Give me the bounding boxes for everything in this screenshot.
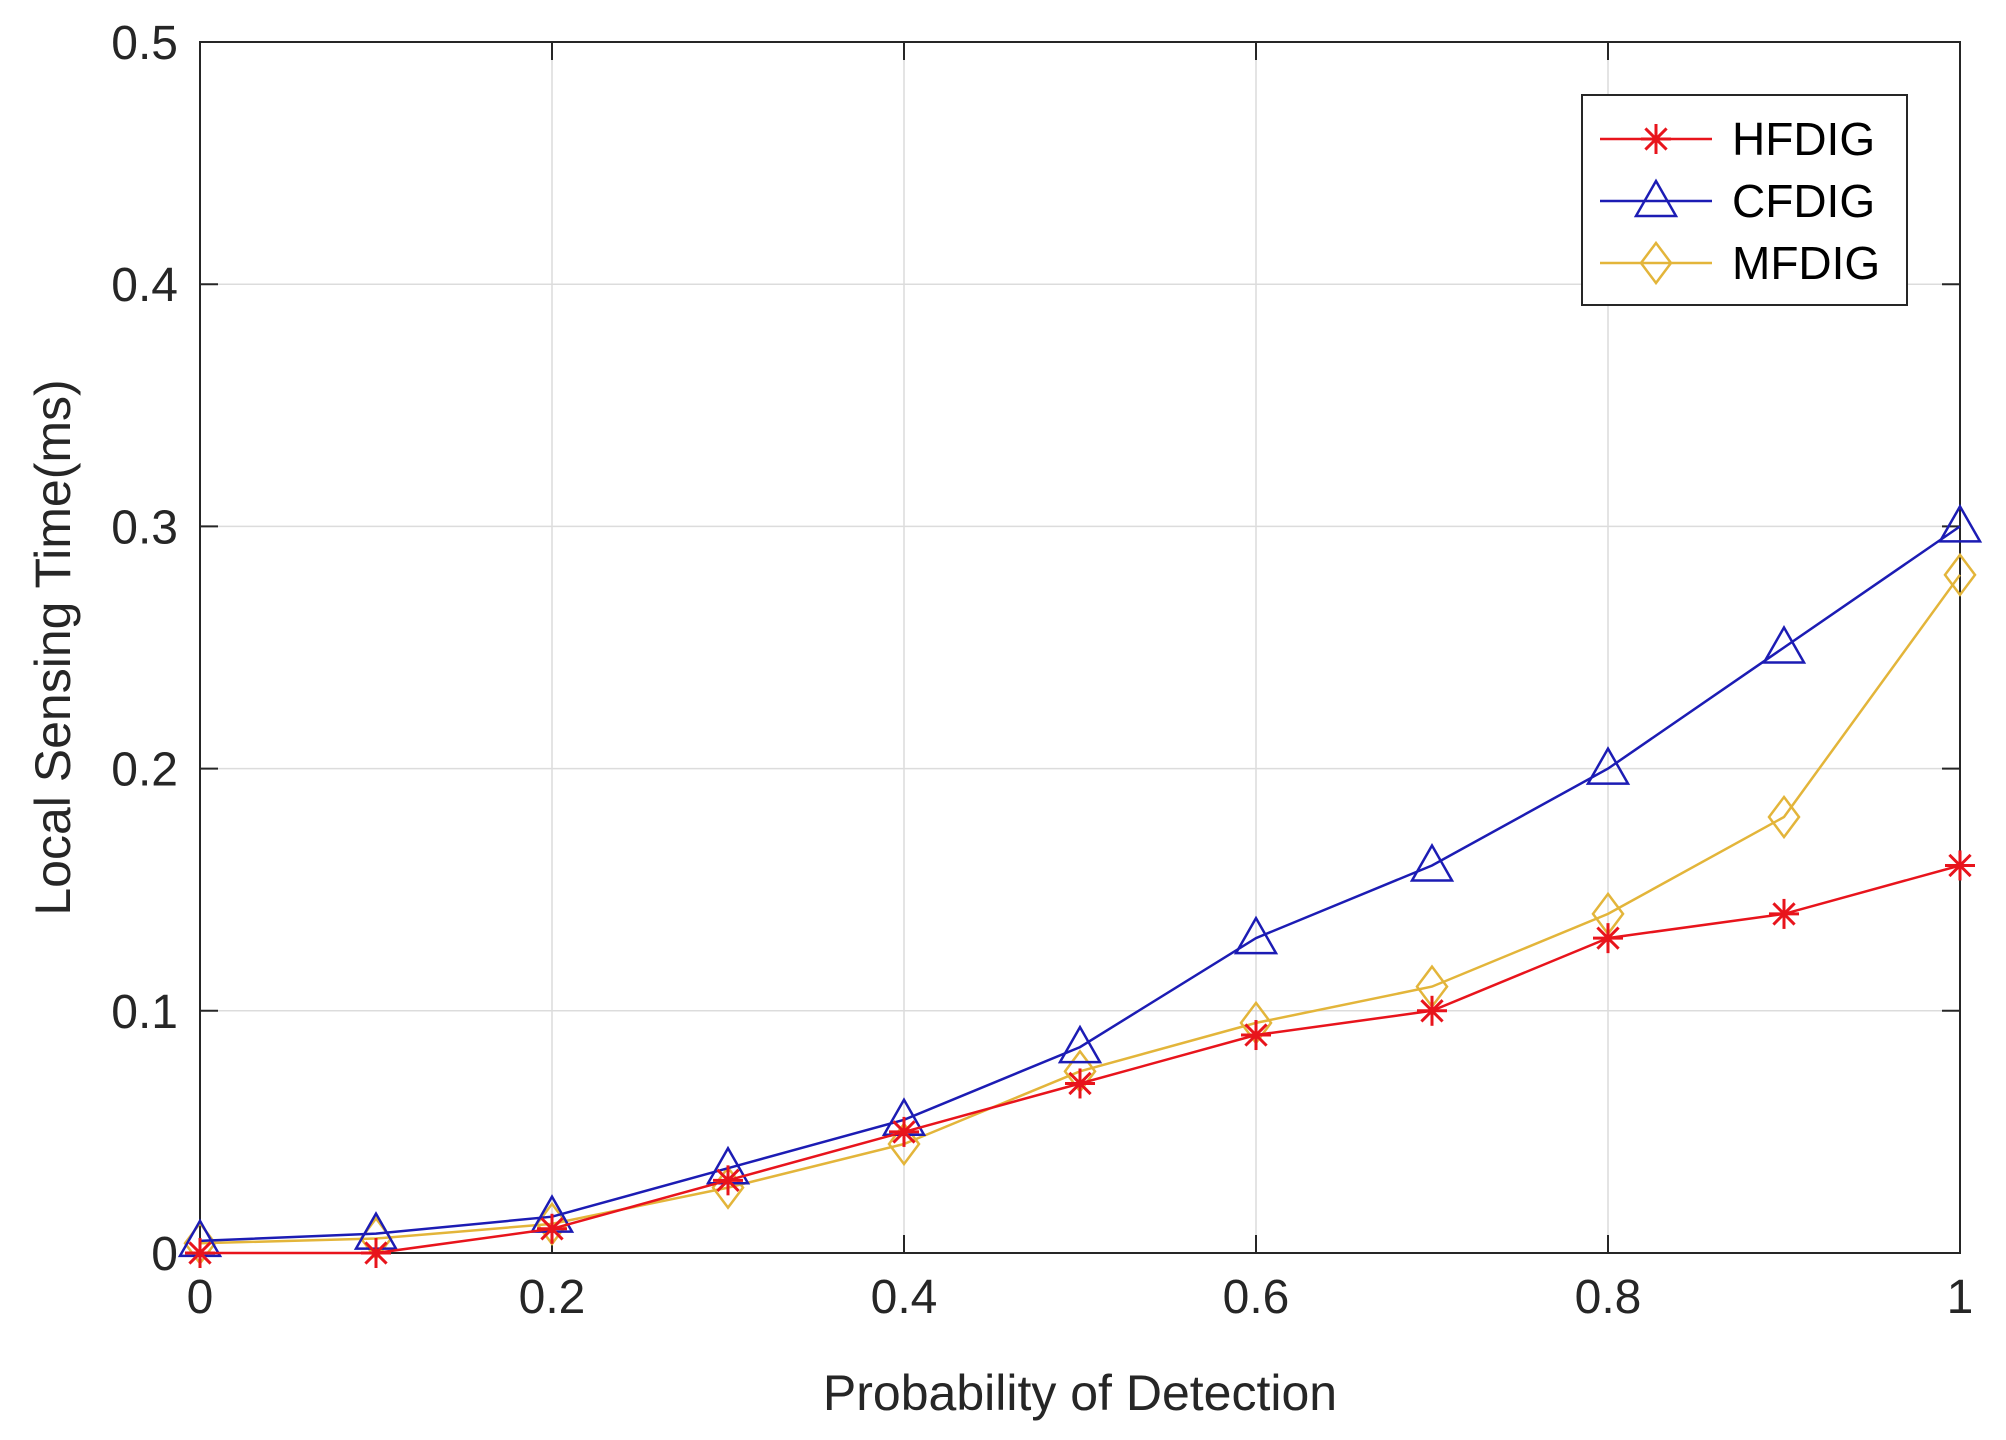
legend-entry-cfdig: CFDIG: [1600, 175, 1875, 227]
series-hfdig: [185, 850, 1975, 1268]
x-axis-title: Probability of Detection: [823, 1365, 1337, 1421]
data-point-hfdig: [361, 1238, 391, 1268]
data-point-cfdig: [1409, 842, 1455, 882]
data-point-hfdig: [1065, 1068, 1095, 1099]
y-axis-title: Local Sensing Time(ms): [25, 379, 81, 915]
legend-label-hfdig: HFDIG: [1732, 113, 1875, 165]
y-tick-label: 0.5: [111, 17, 178, 70]
y-tick-label: 0.3: [111, 501, 178, 554]
x-tick-label: 0: [187, 1271, 214, 1324]
data-point-mfdig: [1943, 552, 1977, 597]
x-tick-label: 0.2: [519, 1271, 586, 1324]
legend-label-mfdig: MFDIG: [1732, 237, 1880, 289]
series-layer: [177, 503, 1983, 1268]
data-point-cfdig: [1233, 915, 1279, 955]
data-point-cfdig: [1937, 503, 1983, 543]
legend: HFDIG CFDIG MFDIG: [1581, 94, 1908, 306]
data-point-cfdig: [1761, 624, 1807, 664]
x-tick-label: 0.8: [1575, 1271, 1642, 1324]
legend-marker-cfdig: [1633, 178, 1679, 218]
data-point-hfdig: [713, 1165, 743, 1196]
y-tick-label: 0.1: [111, 986, 178, 1039]
x-tick-label: 1: [1947, 1271, 1974, 1324]
x-tick-label: 0.4: [871, 1271, 938, 1324]
data-point-hfdig: [1593, 923, 1623, 954]
data-point-cfdig: [1057, 1024, 1103, 1064]
data-point-hfdig: [889, 1116, 919, 1147]
legend-entry-mfdig: MFDIG: [1600, 237, 1880, 289]
legend-marker-mfdig: [1639, 240, 1673, 286]
data-point-hfdig: [537, 1213, 567, 1244]
plot-area-frame: [199, 41, 1961, 1254]
y-tick-label: 0.2: [111, 744, 178, 797]
data-point-hfdig: [1769, 898, 1799, 929]
legend-marker-hfdig: [1641, 124, 1671, 154]
x-tick-label: 0.6: [1223, 1271, 1290, 1324]
data-point-hfdig: [185, 1238, 215, 1268]
data-point-mfdig: [887, 1121, 921, 1167]
legend-label-cfdig: CFDIG: [1732, 175, 1875, 227]
legend-entry-hfdig: HFDIG: [1600, 113, 1875, 165]
data-point-hfdig: [1945, 850, 1975, 881]
data-point-hfdig: [1241, 1020, 1271, 1051]
y-tick-label: 0.4: [111, 259, 178, 312]
data-point-hfdig: [1417, 995, 1447, 1026]
data-point-mfdig: [1767, 794, 1801, 840]
y-tick-label: 0: [151, 1228, 178, 1281]
axis-ticks: 0 0.2 0.4 0.6 0.8 1 0 0.1 0.2 0.3 0.4 0.5: [111, 17, 1973, 1324]
data-point-cfdig: [1585, 746, 1631, 785]
series-line-cfdig: [199, 525, 1961, 1243]
